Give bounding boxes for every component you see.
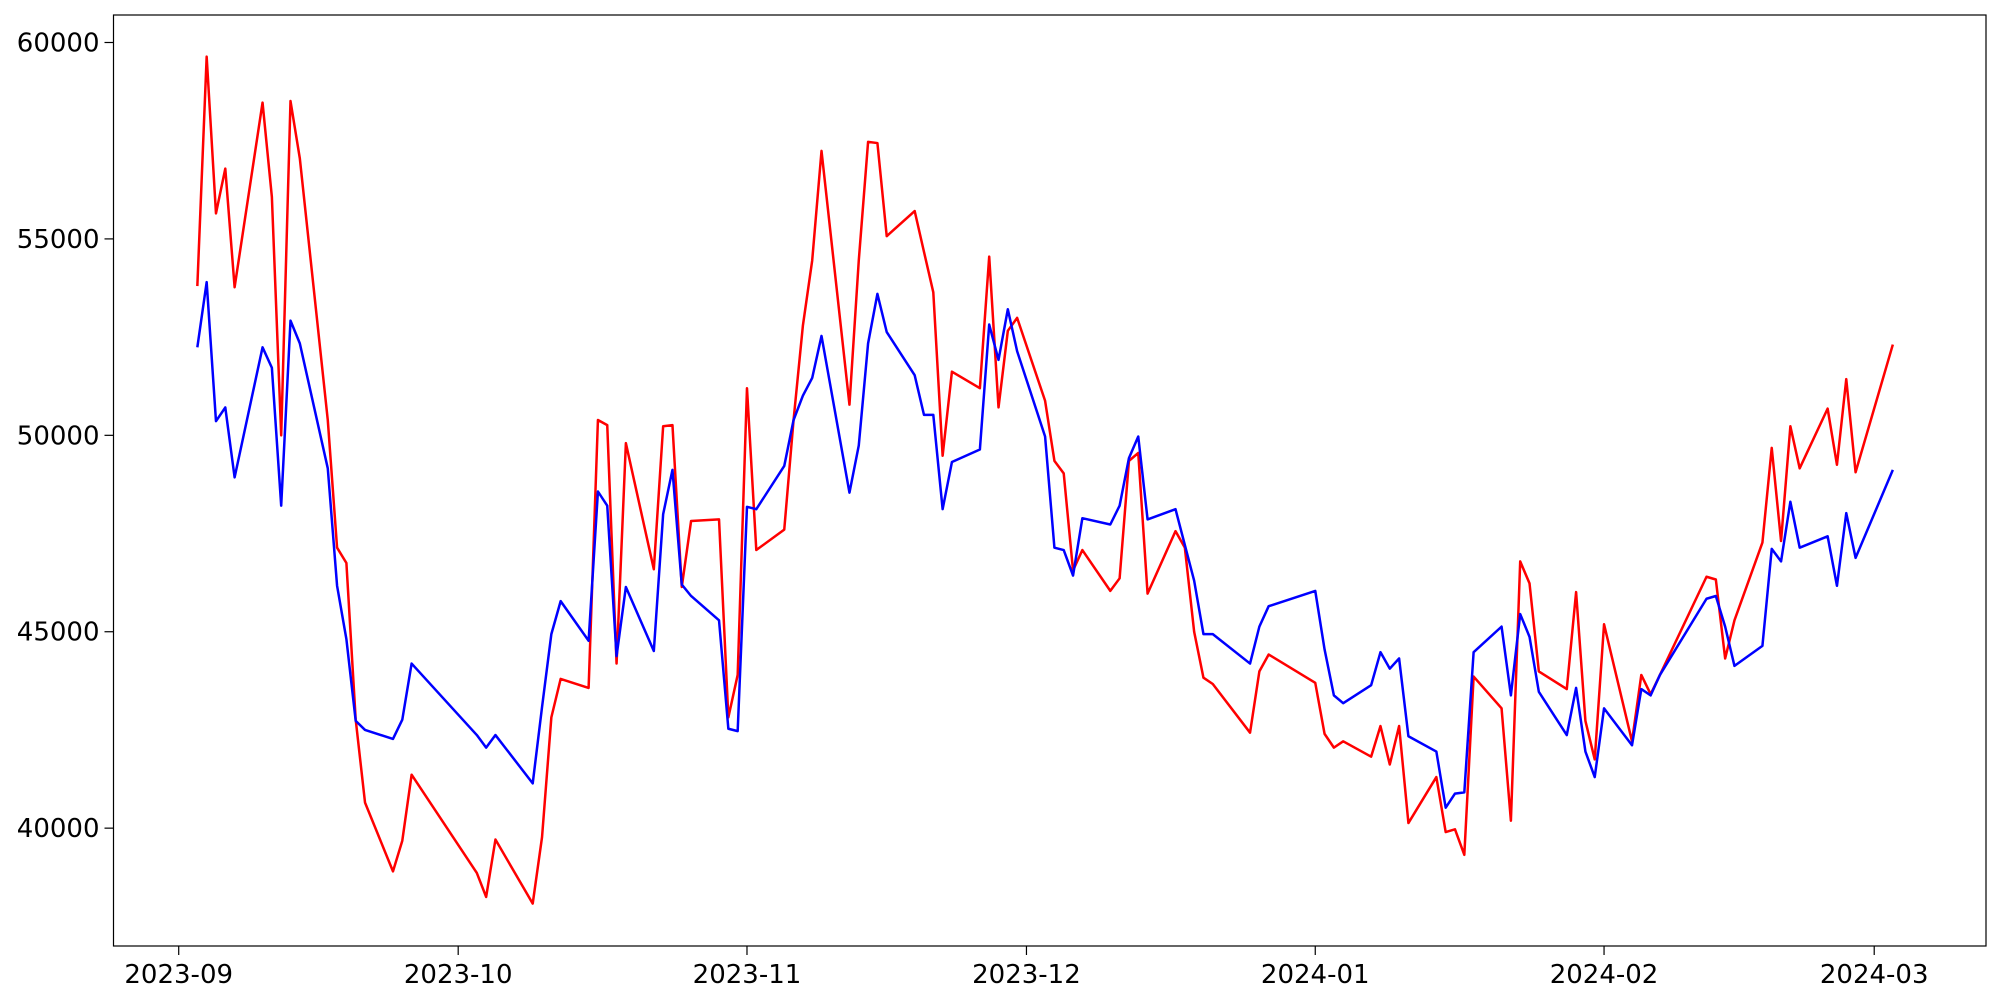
series-line (196, 55, 1895, 905)
plot-frame (112, 14, 1987, 947)
x-tick-label: 2023-09 (124, 960, 233, 990)
x-tick-label: 2024-01 (1261, 960, 1370, 990)
y-tick-label: 40000 (17, 814, 100, 844)
x-tick-label: 2023-10 (404, 960, 513, 990)
x-tick-label: 2024-03 (1820, 960, 1929, 990)
x-tick-label: 2023-11 (693, 960, 802, 990)
y-tick-label: 45000 (17, 618, 100, 648)
series-line (196, 280, 1894, 809)
y-tick-label: 55000 (17, 225, 100, 255)
y-tick-label: 60000 (17, 28, 100, 58)
x-tick-label: 2024-02 (1550, 960, 1659, 990)
y-tick-label: 50000 (17, 421, 100, 451)
x-tick-label: 2023-12 (972, 960, 1081, 990)
